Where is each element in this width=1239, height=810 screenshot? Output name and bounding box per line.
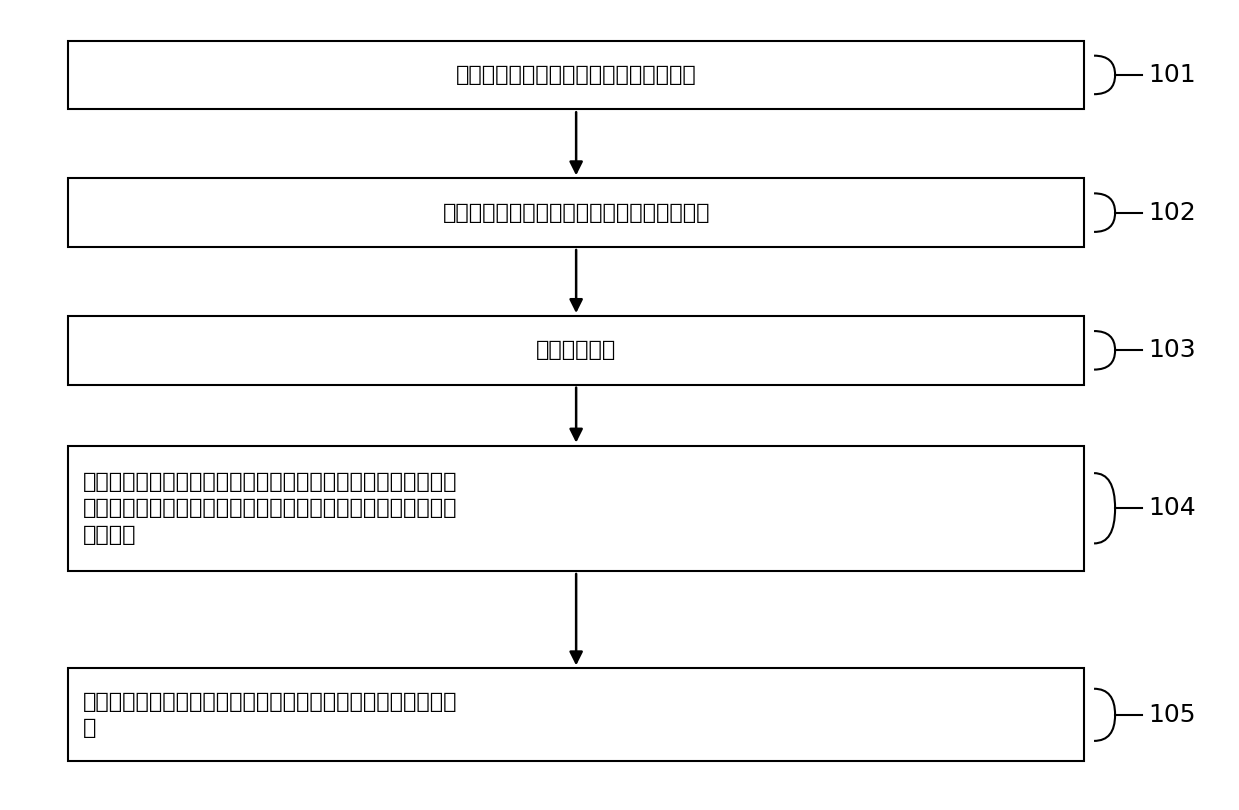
Text: 102: 102 [1149,201,1197,224]
Text: 101: 101 [1149,63,1196,87]
FancyBboxPatch shape [68,668,1084,761]
Text: 根据转换得到的功率矩阵，构建变换算子矩阵: 根据转换得到的功率矩阵，构建变换算子矩阵 [442,202,710,223]
FancyBboxPatch shape [68,40,1084,109]
Text: 105: 105 [1149,703,1196,727]
Text: 采集功率信号序列，将其转换为功率矩阵: 采集功率信号序列，将其转换为功率矩阵 [456,65,696,85]
Text: 104: 104 [1149,497,1197,520]
Text: 构建测量矩阵: 构建测量矩阵 [536,340,616,360]
Text: 确定滤波权重，根据得到的变换算子矩阵、滤波权重和构建的测
量矩阵，迭代更新功率矩阵，直至当前迭代次数等于功率信号序
列的长度: 确定滤波权重，根据得到的变换算子矩阵、滤波权重和构建的测 量矩阵，迭代更新功率矩… [83,472,457,544]
Text: 103: 103 [1149,339,1196,362]
FancyBboxPatch shape [68,446,1084,571]
FancyBboxPatch shape [68,178,1084,247]
Text: 将当前得到的功率矩阵进行转换，生成滤除了噪声的功率信号序
列: 将当前得到的功率矩阵进行转换，生成滤除了噪声的功率信号序 列 [83,692,457,738]
FancyBboxPatch shape [68,316,1084,385]
